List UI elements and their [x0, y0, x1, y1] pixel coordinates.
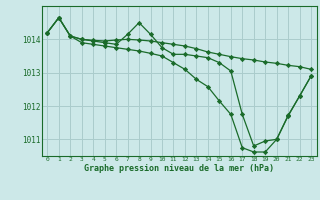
X-axis label: Graphe pression niveau de la mer (hPa): Graphe pression niveau de la mer (hPa): [84, 164, 274, 173]
